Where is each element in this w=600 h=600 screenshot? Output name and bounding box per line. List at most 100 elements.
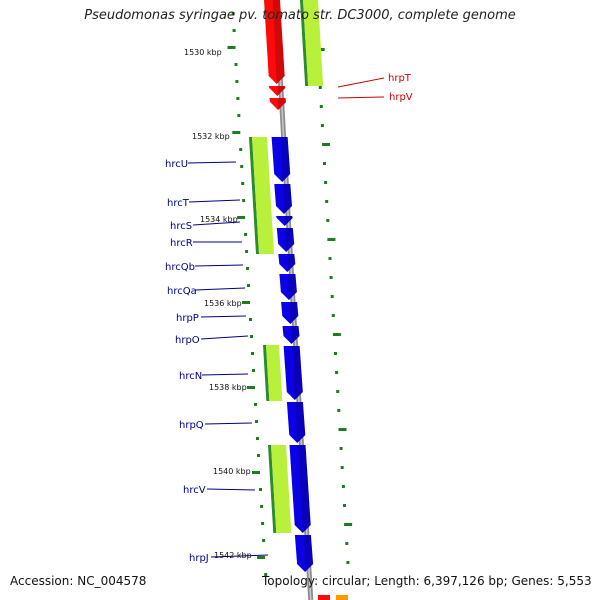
tick-mark [322,143,330,146]
gene-arrow-body [271,137,291,182]
tick-mark [318,86,322,89]
leader-line [337,77,385,88]
feature-fill [303,0,324,86]
tick-mark [249,318,252,321]
gene-label-blue: hrcV [183,485,206,496]
gene-arrow-body [274,184,292,214]
leader-line [194,287,246,291]
gene-arrow-shade [291,326,300,344]
tick-mark [334,352,337,355]
tick-mark [264,573,268,576]
tick-mark [337,409,341,412]
tick-mark [237,216,246,219]
gene-arrow-body [281,302,299,324]
gene-arrow-shade [289,302,299,324]
feature-fill [252,137,275,254]
gene-arrow-shade [292,346,303,400]
gene-arrow-shade [285,228,295,252]
tick-mark [234,63,238,66]
tick-mark [227,46,236,49]
leader-line [201,373,249,376]
tick-mark [262,539,266,542]
gene-label-blue: hrcQb [165,262,195,273]
gene-arrow-blue [274,184,292,214]
tick-mark [245,250,249,253]
gene-arrow-shade [277,86,286,96]
kbp-label: 1538 kbp [209,383,247,392]
tick-mark [335,371,339,374]
gene-arrow-shade [278,98,287,110]
gene-label-blue: hrcN [179,371,202,382]
leader-line [200,315,247,318]
tick-mark [328,257,332,260]
gene-arrow-body [286,402,306,443]
gene-label-blue: hrcT [167,198,190,209]
tick-mark [339,447,343,450]
gene-arrow-body [279,274,297,300]
gene-label-blue: hrpQ [179,420,204,431]
tick-mark [246,267,249,270]
tick-mark [239,148,243,151]
tick-mark [343,504,346,507]
gene-arrow-blue [276,216,293,226]
gene-arrow-shade [287,254,296,272]
gene-label-blue: hrcU [165,159,188,170]
gene-arrow-blue [282,326,300,344]
gene-label-blue: hrcQa [167,286,197,297]
tick-mark [232,29,236,32]
tick-mark [320,124,324,127]
kbp-label: 1530 kbp [184,48,222,57]
gene-arrow-red [264,0,285,84]
kbp-label: 1536 kbp [204,299,242,308]
tick-mark [255,420,258,423]
feature-bar [268,445,292,533]
feature-fill [266,345,283,401]
tick-mark [252,471,260,474]
tick-mark [236,97,240,100]
gene-arrow-shade [280,137,291,182]
tick-mark [247,386,255,389]
gene-arrow-red [269,98,287,110]
leader-line [200,335,249,340]
gene-label-blue: hrpO [175,335,200,346]
tick-mark [260,505,264,508]
feature-edge [263,345,270,401]
tick-mark [256,437,259,440]
feature-fill [271,445,292,533]
gene-arrows [264,0,348,600]
tick-mark [344,523,353,526]
tick-mark [319,105,323,108]
gene-arrow-shade [288,274,297,300]
kbp-label: 1542 kbp [214,551,252,560]
feature-bar [249,137,275,254]
tick-mark [325,200,329,203]
gene-arrow-red [268,86,286,96]
tick-mark [327,238,336,241]
tick-mark [240,165,244,168]
tick-mark [331,314,335,317]
accession-text: Accession: NC_004578 [10,574,147,588]
tick-mark [235,80,239,83]
gene-arrow-body [278,254,296,272]
gene-arrow-shade [303,535,314,572]
gene-arrow-blue [283,346,303,400]
tick-mark [244,233,248,236]
gene-label-red: hrpV [389,92,413,103]
outer-tick-marks [314,10,353,564]
leader-line [192,221,241,226]
kbp-label: 1540 kbp [213,467,251,476]
inner-tick-marks [227,12,268,576]
gene-arrow-body [282,326,300,344]
tick-mark [259,488,262,491]
leader-line [188,199,241,203]
gene-arrow-body [268,86,286,96]
gene-arrow-shade [283,184,292,214]
tick-mark [254,403,257,406]
tick-mark [338,428,347,431]
gene-arrow-blue [276,228,295,252]
tick-mark [345,542,349,545]
tick-mark [340,466,344,469]
feature-bar [263,345,283,401]
tick-mark [247,284,250,287]
